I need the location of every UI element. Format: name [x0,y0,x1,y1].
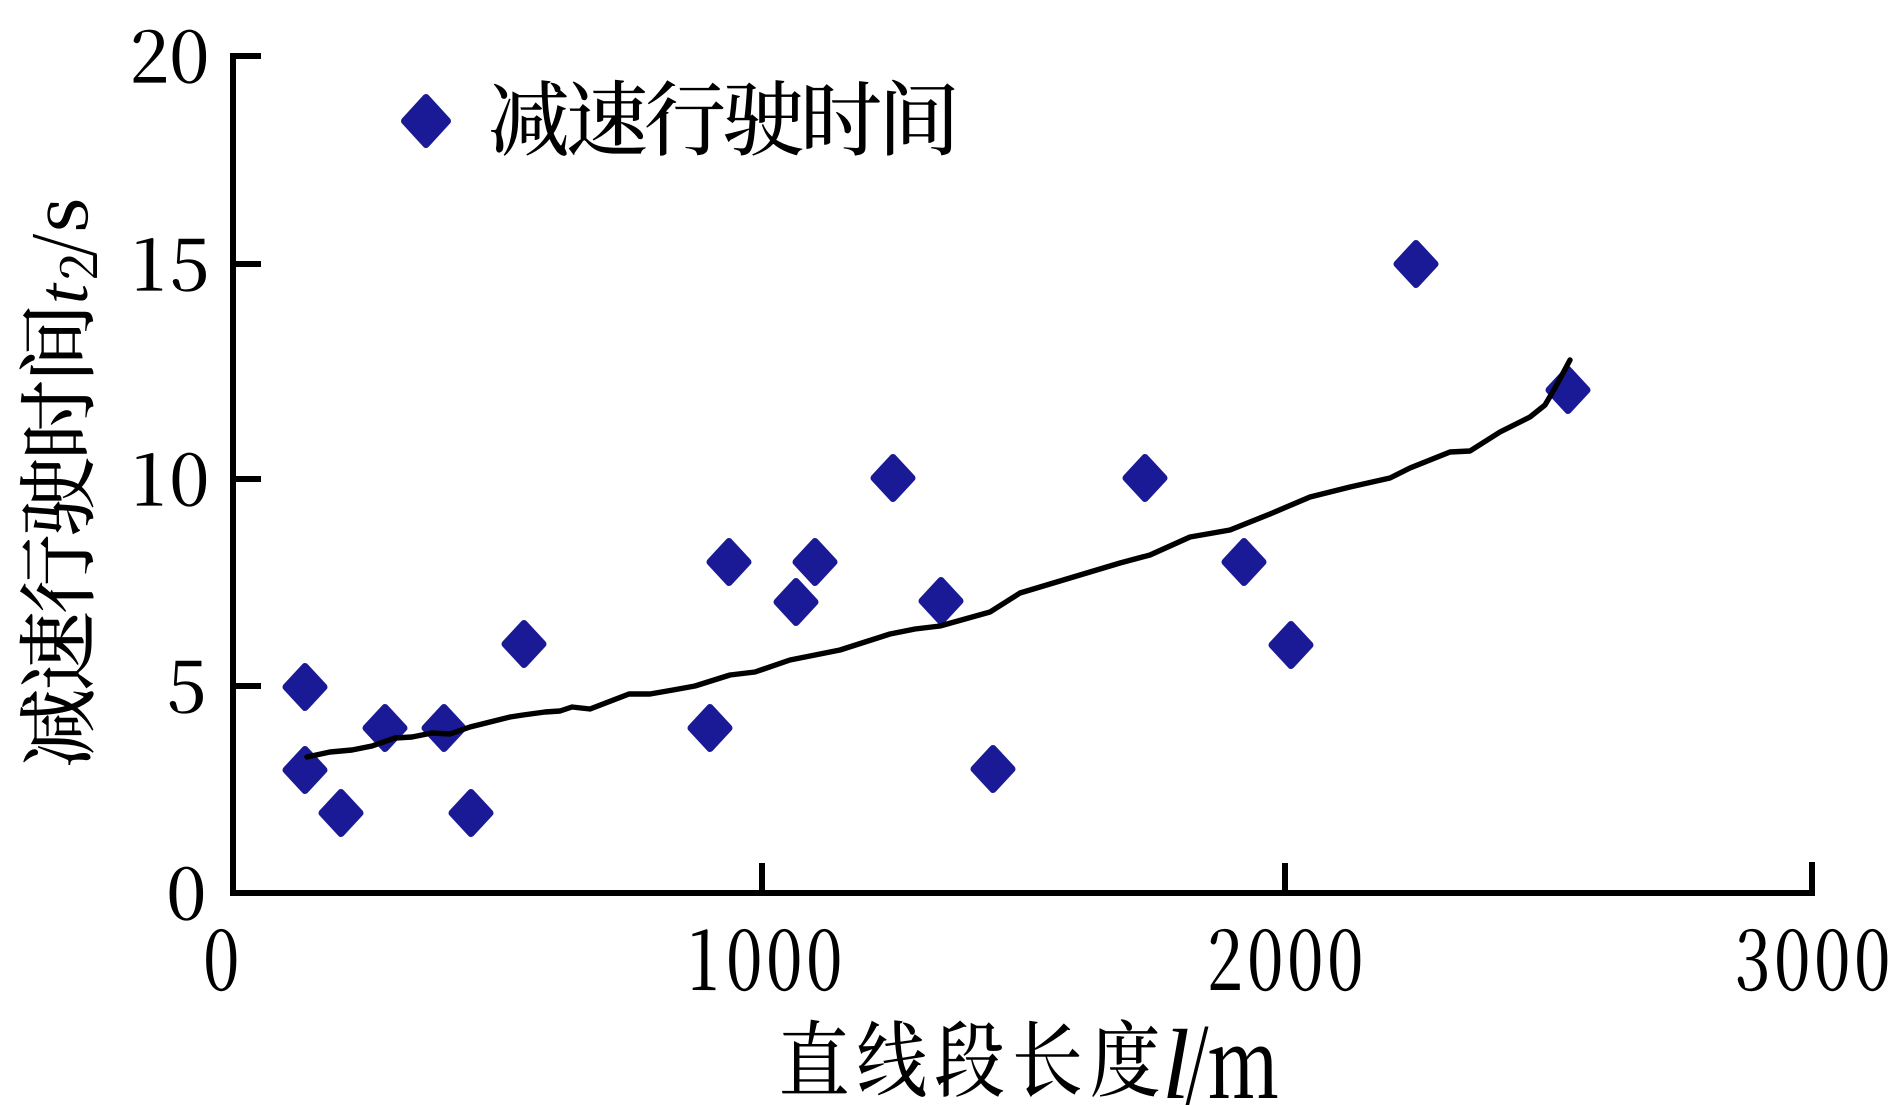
svg-text:l: l [1162,1009,1190,1105]
svg-text:t: t [23,282,103,304]
